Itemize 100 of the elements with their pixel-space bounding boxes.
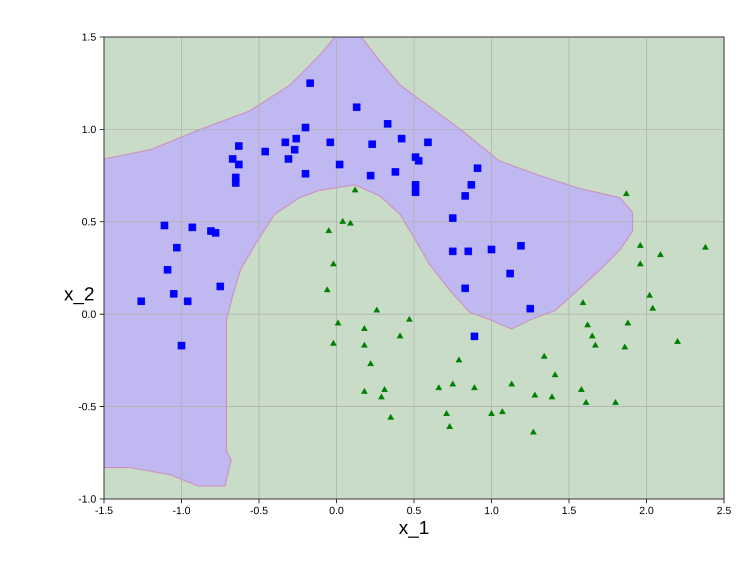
point xyxy=(284,155,292,163)
point xyxy=(352,103,360,111)
point xyxy=(306,79,314,87)
point xyxy=(448,214,457,222)
point xyxy=(580,299,586,306)
point xyxy=(160,222,168,230)
point xyxy=(456,356,462,362)
point xyxy=(540,352,548,359)
point xyxy=(302,124,310,132)
point xyxy=(552,371,558,378)
point xyxy=(325,227,332,234)
point xyxy=(623,190,630,196)
point xyxy=(330,260,337,266)
point xyxy=(499,408,506,414)
x-tick-label: -1.0 xyxy=(172,506,190,514)
point xyxy=(517,242,525,250)
point xyxy=(461,192,469,200)
point xyxy=(374,306,380,312)
point xyxy=(381,386,388,392)
point xyxy=(398,134,406,142)
point xyxy=(506,270,514,278)
point xyxy=(637,260,644,266)
point xyxy=(292,134,300,142)
x-tick-label: 1.0 xyxy=(485,506,498,514)
point xyxy=(368,140,376,148)
point xyxy=(414,157,422,165)
point xyxy=(184,297,192,306)
point xyxy=(212,229,220,237)
point xyxy=(646,292,653,298)
point xyxy=(412,181,420,189)
point xyxy=(468,181,476,189)
point xyxy=(446,423,453,429)
point xyxy=(488,246,496,254)
point xyxy=(622,344,628,350)
point xyxy=(548,394,556,400)
point xyxy=(387,414,394,420)
point xyxy=(448,248,457,256)
point xyxy=(164,266,172,274)
x-tick-label: 2.0 xyxy=(640,506,654,514)
point xyxy=(228,155,236,163)
point xyxy=(588,332,596,338)
point xyxy=(235,160,243,168)
point xyxy=(624,320,632,326)
x-tick-label: 0.5 xyxy=(407,506,421,514)
point xyxy=(443,410,450,416)
y-tick-label: 1.5 xyxy=(82,33,96,41)
point xyxy=(137,297,145,306)
point xyxy=(361,342,368,348)
point xyxy=(470,332,478,340)
point xyxy=(326,138,334,146)
point xyxy=(449,380,456,386)
point xyxy=(637,242,644,248)
point xyxy=(508,380,515,386)
point xyxy=(532,392,538,398)
y-tick-label: 0.0 xyxy=(82,310,96,318)
point xyxy=(173,244,181,252)
point xyxy=(436,384,442,390)
point xyxy=(261,148,269,156)
y-axis-title: x_2 xyxy=(64,287,94,304)
point xyxy=(188,224,196,232)
point xyxy=(582,399,590,405)
point xyxy=(216,282,224,290)
point xyxy=(366,172,374,180)
y-tick-label: -0.5 xyxy=(78,402,96,410)
point xyxy=(424,138,432,146)
y-tick-label: 1.0 xyxy=(82,126,96,134)
point xyxy=(361,325,368,331)
point xyxy=(290,146,298,154)
point xyxy=(178,342,186,350)
point xyxy=(367,360,374,366)
point xyxy=(526,304,534,312)
point xyxy=(170,290,178,298)
x-tick-label: 0.0 xyxy=(330,506,344,514)
x-tick-label: 1.5 xyxy=(562,506,576,514)
y-tick-label: -1.0 xyxy=(78,495,96,503)
x-axis-title: x_1 xyxy=(398,521,428,538)
point xyxy=(330,340,337,346)
x-tick-label: -1.5 xyxy=(95,506,113,514)
point xyxy=(471,384,478,390)
point xyxy=(702,244,709,250)
point xyxy=(584,321,591,328)
point xyxy=(302,170,310,178)
point xyxy=(592,342,599,348)
point xyxy=(361,388,368,394)
point xyxy=(461,284,469,292)
point xyxy=(232,179,240,187)
point xyxy=(406,316,413,322)
point xyxy=(578,386,585,392)
point xyxy=(612,399,619,405)
x-tick-label: -0.5 xyxy=(250,506,268,514)
y-tick-label: 0.5 xyxy=(82,218,96,226)
point xyxy=(474,164,482,172)
point xyxy=(488,410,495,416)
point xyxy=(324,286,331,292)
point xyxy=(412,188,420,196)
point xyxy=(352,186,358,192)
point xyxy=(282,138,290,146)
point xyxy=(378,394,385,400)
x-tick-label: 2.5 xyxy=(717,506,731,514)
point xyxy=(392,168,400,176)
